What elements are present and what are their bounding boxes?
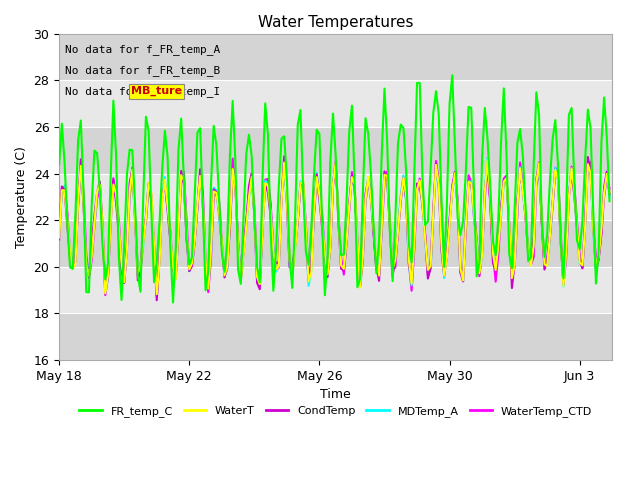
MDTemp_A bbox=[465, 179, 472, 184]
WaterT bbox=[346, 203, 353, 208]
FR_temp_C bbox=[204, 268, 212, 274]
Line: CondTemp: CondTemp bbox=[59, 156, 609, 300]
WaterTemp_CTD bbox=[348, 169, 356, 175]
FR_temp_C bbox=[147, 209, 155, 215]
FR_temp_C bbox=[169, 300, 177, 305]
Bar bbox=[59, 267, 612, 313]
FR_temp_C bbox=[449, 72, 456, 78]
MDTemp_A bbox=[335, 214, 342, 219]
MDTemp_A bbox=[204, 282, 212, 288]
WaterT bbox=[55, 235, 63, 240]
Line: MDTemp_A: MDTemp_A bbox=[59, 158, 609, 295]
Text: No data for f_FR_temp_A: No data for f_FR_temp_A bbox=[65, 44, 220, 55]
WaterTemp_CTD bbox=[605, 186, 613, 192]
Bar bbox=[59, 81, 612, 127]
FR_temp_C bbox=[55, 162, 63, 168]
MDTemp_A bbox=[484, 155, 492, 161]
WaterTemp_CTD bbox=[467, 180, 475, 185]
CondTemp bbox=[147, 198, 155, 204]
WaterT bbox=[153, 291, 161, 297]
WaterT bbox=[605, 190, 613, 195]
WaterT bbox=[147, 190, 155, 196]
Line: WaterT: WaterT bbox=[59, 160, 609, 294]
WaterT bbox=[115, 224, 123, 230]
WaterTemp_CTD bbox=[204, 289, 212, 295]
FR_temp_C bbox=[115, 254, 123, 260]
WaterT bbox=[465, 179, 472, 185]
Line: FR_temp_C: FR_temp_C bbox=[59, 75, 609, 302]
CondTemp bbox=[605, 191, 613, 197]
Title: Water Temperatures: Water Temperatures bbox=[258, 15, 413, 30]
WaterTemp_CTD bbox=[55, 237, 63, 242]
CondTemp bbox=[55, 230, 63, 236]
X-axis label: Time: Time bbox=[321, 388, 351, 401]
MDTemp_A bbox=[605, 193, 613, 199]
FR_temp_C bbox=[335, 218, 342, 224]
WaterTemp_CTD bbox=[153, 293, 161, 299]
CondTemp bbox=[153, 298, 161, 303]
MDTemp_A bbox=[153, 292, 161, 298]
FR_temp_C bbox=[605, 198, 613, 204]
MDTemp_A bbox=[115, 227, 123, 233]
WaterTemp_CTD bbox=[337, 255, 345, 261]
WaterTemp_CTD bbox=[229, 156, 237, 161]
Text: No data for f_FR_temp_B: No data for f_FR_temp_B bbox=[65, 65, 220, 76]
CondTemp bbox=[337, 266, 345, 272]
Bar bbox=[59, 174, 612, 220]
WaterT bbox=[335, 215, 342, 220]
WaterTemp_CTD bbox=[147, 192, 155, 197]
Text: No data for f_FR_temp_I: No data for f_FR_temp_I bbox=[65, 86, 220, 97]
FR_temp_C bbox=[467, 105, 475, 111]
CondTemp bbox=[280, 154, 288, 159]
Legend: FR_temp_C, WaterT, CondTemp, MDTemp_A, WaterTemp_CTD: FR_temp_C, WaterT, CondTemp, MDTemp_A, W… bbox=[75, 401, 596, 422]
CondTemp bbox=[348, 173, 356, 179]
Bar bbox=[59, 220, 612, 267]
Line: WaterTemp_CTD: WaterTemp_CTD bbox=[59, 158, 609, 296]
MDTemp_A bbox=[346, 203, 353, 208]
Y-axis label: Temperature (C): Temperature (C) bbox=[15, 146, 28, 248]
Bar bbox=[59, 127, 612, 174]
WaterT bbox=[204, 286, 212, 291]
Text: MB_ture: MB_ture bbox=[131, 86, 182, 96]
WaterTemp_CTD bbox=[115, 217, 123, 223]
WaterT bbox=[484, 157, 492, 163]
Bar bbox=[59, 313, 612, 360]
CondTemp bbox=[467, 181, 475, 187]
FR_temp_C bbox=[346, 129, 353, 134]
CondTemp bbox=[204, 286, 212, 291]
CondTemp bbox=[115, 230, 123, 236]
Bar bbox=[59, 34, 612, 81]
MDTemp_A bbox=[55, 232, 63, 238]
MDTemp_A bbox=[147, 197, 155, 203]
